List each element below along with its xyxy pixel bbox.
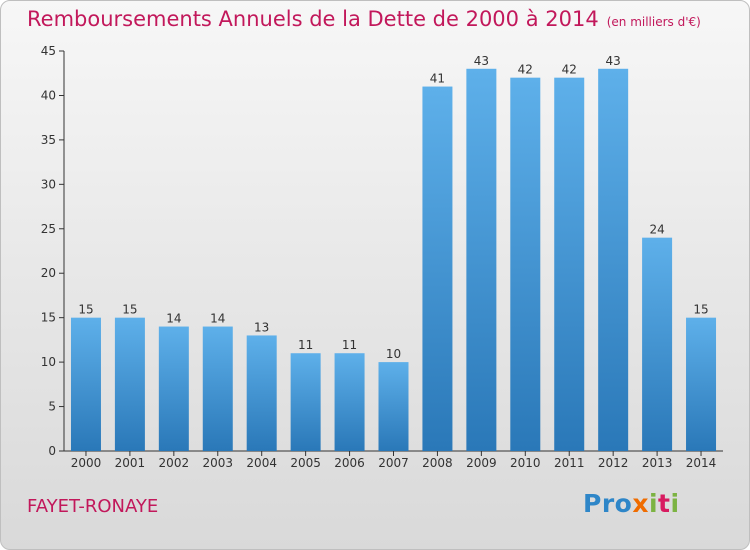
bar-value-label: 43 [606, 54, 621, 68]
x-tick-label: 2002 [159, 456, 190, 470]
bar [554, 77, 585, 452]
x-tick-label: 2004 [246, 456, 277, 470]
x-tick-label: 2007 [378, 456, 409, 470]
bar [510, 77, 541, 452]
bar [246, 335, 277, 451]
x-tick-label: 2006 [334, 456, 365, 470]
bar-value-label: 15 [693, 303, 708, 317]
bar [422, 86, 453, 452]
bar-value-label: 10 [386, 347, 401, 361]
y-tick-label: 35 [41, 133, 56, 147]
y-tick-label: 10 [41, 355, 56, 369]
bar-value-label: 15 [122, 303, 137, 317]
x-tick-label: 2010 [510, 456, 541, 470]
proxiti-logo: Proxiti [583, 489, 680, 518]
x-tick-label: 2012 [598, 456, 629, 470]
bar-value-label: 42 [518, 63, 533, 77]
bar [114, 317, 145, 451]
y-tick-label: 40 [41, 88, 56, 102]
y-tick-label: 30 [41, 177, 56, 191]
x-tick-label: 2011 [554, 456, 585, 470]
bar [70, 317, 101, 451]
bar [158, 326, 189, 451]
x-tick-label: 2005 [290, 456, 321, 470]
bar [334, 353, 365, 451]
bar-value-label: 24 [649, 223, 664, 237]
bar-value-label: 42 [562, 63, 577, 77]
bar-value-label: 43 [474, 54, 489, 68]
x-tick-label: 2013 [642, 456, 673, 470]
y-tick-label: 45 [41, 44, 56, 58]
y-tick-label: 20 [41, 266, 56, 280]
bar-value-label: 13 [254, 320, 269, 334]
bar-value-label: 11 [342, 338, 357, 352]
bar [686, 317, 717, 451]
commune-name: FAYET-RONAYE [27, 496, 159, 517]
x-tick-label: 2008 [422, 456, 453, 470]
x-tick-label: 2003 [202, 456, 233, 470]
bar [598, 68, 629, 452]
bar [642, 237, 673, 451]
bar [466, 68, 497, 452]
bar [378, 362, 409, 451]
bar-value-label: 14 [166, 312, 181, 326]
chart-unit: (en milliers d'€) [606, 15, 701, 29]
bar [290, 353, 321, 451]
chart-title: Remboursements Annuels de la Dette de 20… [27, 7, 701, 31]
x-tick-label: 2009 [466, 456, 497, 470]
bar-value-label: 41 [430, 72, 445, 86]
x-tick-label: 2014 [686, 456, 717, 470]
bar [202, 326, 233, 451]
chart-title-text: Remboursements Annuels de la Dette de 20… [27, 7, 599, 31]
y-tick-label: 25 [41, 222, 56, 236]
bar-value-label: 11 [298, 338, 313, 352]
y-tick-label: 0 [48, 444, 56, 458]
bar-value-label: 14 [210, 312, 225, 326]
y-tick-label: 5 [48, 400, 56, 414]
bar-value-label: 15 [78, 303, 93, 317]
x-tick-label: 2001 [115, 456, 146, 470]
x-tick-label: 2000 [71, 456, 102, 470]
y-tick-label: 15 [41, 311, 56, 325]
